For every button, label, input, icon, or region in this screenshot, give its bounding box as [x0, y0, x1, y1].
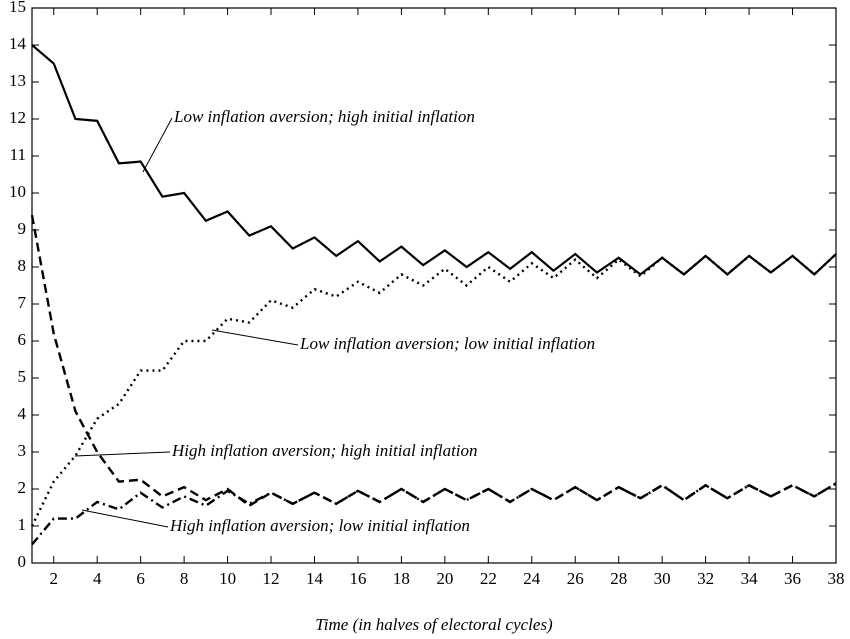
x-axis-label: Time (in halves of electoral cycles): [315, 615, 553, 634]
leader-line: [81, 509, 169, 528]
y-tick-label: 6: [18, 330, 27, 349]
x-tick-label: 32: [697, 569, 714, 588]
y-tick-label: 11: [10, 145, 26, 164]
x-tick-label: 12: [263, 569, 280, 588]
leader-line: [211, 329, 299, 346]
y-tick-label: 3: [18, 441, 27, 460]
y-tick-label: 14: [9, 34, 27, 53]
x-tick-label: 8: [180, 569, 189, 588]
series-line: [31, 44, 837, 276]
x-tick-label: 10: [219, 569, 236, 588]
y-tick-label: 2: [18, 478, 27, 497]
x-tick-label: 22: [480, 569, 497, 588]
y-tick-label: 9: [18, 219, 27, 238]
y-tick-label: 12: [9, 108, 26, 127]
y-tick-label: 7: [18, 293, 27, 312]
series-label: Low inflation aversion; low initial infl…: [299, 334, 595, 353]
x-tick-label: 34: [741, 569, 759, 588]
series-label: High inflation aversion; low initial inf…: [169, 516, 470, 535]
series-label: Low inflation aversion; high initial inf…: [173, 107, 475, 126]
x-tick-label: 26: [567, 569, 584, 588]
x-tick-label: 14: [306, 569, 324, 588]
series-line: [30, 253, 837, 527]
x-tick-label: 2: [49, 569, 58, 588]
y-tick-label: 13: [9, 71, 26, 90]
y-tick-label: 8: [18, 256, 27, 275]
leader-line: [74, 451, 171, 457]
y-tick-label: 15: [9, 0, 26, 16]
plot-frame: [31, 7, 837, 564]
x-tick-label: 20: [436, 569, 453, 588]
x-tick-label: 6: [136, 569, 145, 588]
y-tick-label: 10: [9, 182, 26, 201]
x-tick-label: 36: [784, 569, 801, 588]
x-tick-label: 38: [828, 569, 845, 588]
x-tick-label: 4: [93, 569, 102, 588]
x-tick-label: 28: [610, 569, 627, 588]
x-tick-label: 16: [349, 569, 366, 588]
series-line: [31, 482, 837, 546]
series-label: High inflation aversion; high initial in…: [171, 441, 478, 460]
y-tick-label: 5: [18, 367, 27, 386]
x-tick-label: 30: [654, 569, 671, 588]
leader-line: [142, 117, 173, 173]
y-tick-label: 1: [18, 515, 27, 534]
y-tick-label: 4: [18, 404, 27, 423]
x-tick-label: 24: [523, 569, 541, 588]
y-tick-label: 0: [18, 552, 27, 571]
x-tick-label: 18: [393, 569, 410, 588]
